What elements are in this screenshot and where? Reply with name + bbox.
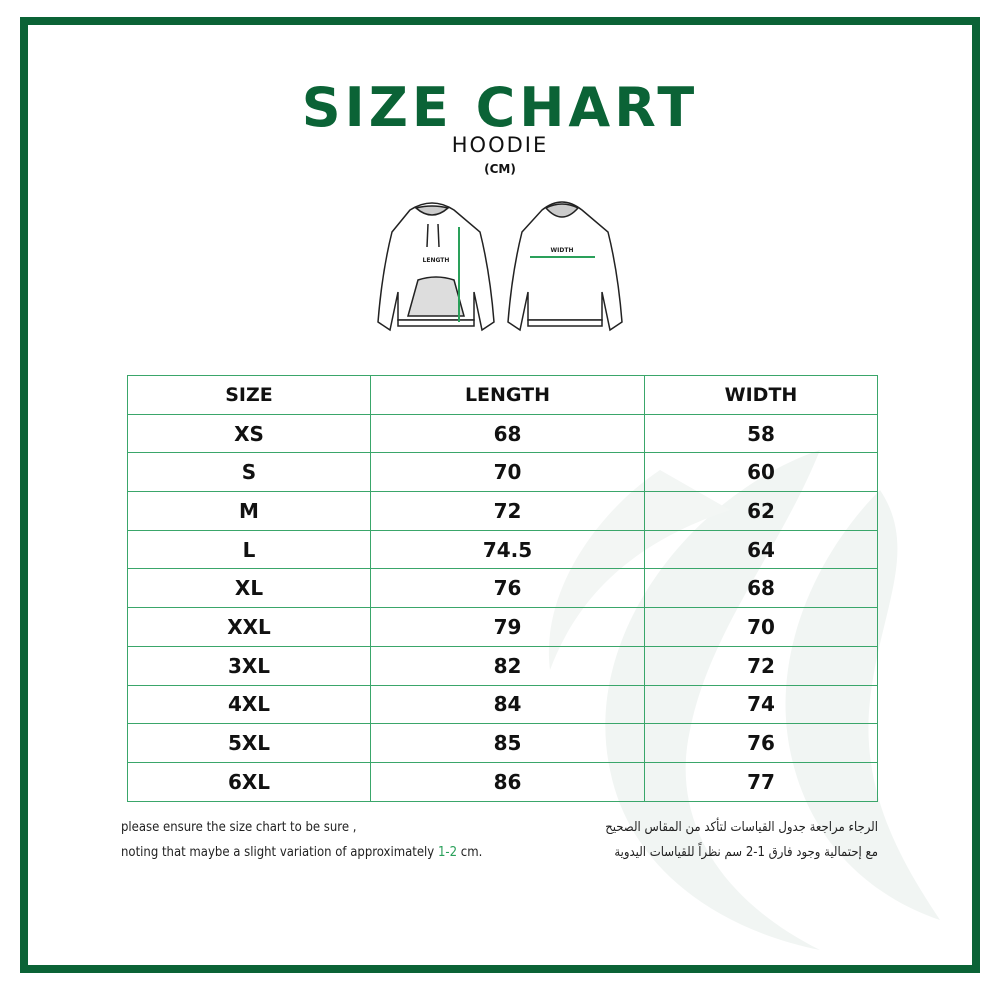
note-en-line2: noting that maybe a slight variation of …	[121, 845, 482, 860]
cell-size: 5XL	[127, 723, 371, 763]
note-en-text: noting that maybe a slight variation of …	[121, 845, 438, 860]
table-row: M 72 62	[127, 491, 878, 531]
note-ar-line2: مع إحتمالية وجود فارق 1-2 سم نظراً للقيا…	[614, 845, 878, 860]
cell-width: 58	[644, 413, 878, 454]
cell-size: 4XL	[127, 684, 371, 725]
table-row: 6XL 86 77	[127, 761, 878, 802]
table-row: XS 68 58	[127, 413, 878, 454]
cell-width: 70	[644, 607, 878, 647]
cell-length: 79	[370, 607, 645, 647]
note-en-range: 1-2	[437, 845, 458, 860]
header-length: LENGTH	[370, 375, 645, 415]
note-en-line1: please ensure the size chart to be sure …	[121, 820, 357, 835]
cell-length: 70	[370, 452, 645, 493]
note-ar-line1: الرجاء مراجعة جدول القياسات لتأكد من الم…	[605, 820, 878, 835]
cell-size: 6XL	[127, 761, 371, 802]
table-header-row: SIZE LENGTH WIDTH	[127, 375, 878, 415]
table-row: 5XL 85 76	[127, 723, 878, 763]
cell-length: 72	[370, 491, 645, 531]
hoodie-back-illustration	[507, 201, 623, 332]
header-size: SIZE	[127, 375, 371, 415]
cell-width: 76	[644, 723, 878, 763]
width-label: WIDTH	[551, 247, 574, 254]
page-title: SIZE CHART	[301, 76, 699, 139]
table-row: L 74.5 64	[127, 529, 878, 570]
cell-length: 74.5	[370, 529, 645, 570]
cell-width: 60	[644, 452, 878, 493]
table-row: XL 76 68	[127, 568, 878, 609]
page-border	[20, 17, 980, 973]
table-row: 4XL 84 74	[127, 684, 878, 725]
cell-length: 86	[370, 761, 645, 802]
cell-width: 68	[644, 568, 878, 609]
header-width: WIDTH	[644, 375, 878, 415]
cell-length: 84	[370, 684, 645, 725]
cell-length: 68	[370, 413, 645, 454]
size-table: SIZE LENGTH WIDTH XS 68 58 S 70 60 M 72 62 L 74.5 6…	[127, 375, 878, 802]
cell-size: 3XL	[127, 645, 371, 686]
cell-length: 85	[370, 723, 645, 763]
table-row: S 70 60	[127, 452, 878, 493]
cell-size: XS	[127, 413, 371, 454]
cell-size: XL	[127, 568, 371, 609]
length-label: LENGTH	[423, 257, 450, 264]
cell-width: 62	[644, 491, 878, 531]
hoodie-diagram: LENGTH WIDTH	[377, 201, 623, 332]
cell-size: S	[127, 452, 371, 493]
table-row: XXL 79 70	[127, 607, 878, 647]
cell-width: 72	[644, 645, 878, 686]
cell-size: M	[127, 491, 371, 531]
cell-width: 77	[644, 761, 878, 802]
cell-size: XXL	[127, 607, 371, 647]
cell-length: 82	[370, 645, 645, 686]
product-name: HOODIE	[451, 133, 549, 157]
unit-label: (CM)	[484, 162, 516, 176]
hoodie-front-illustration	[377, 202, 495, 332]
cell-size: L	[127, 529, 371, 570]
cell-width: 64	[644, 529, 878, 570]
note-en-unit: cm.	[457, 845, 483, 860]
table-row: 3XL 82 72	[127, 645, 878, 686]
cell-length: 76	[370, 568, 645, 609]
cell-width: 74	[644, 684, 878, 725]
